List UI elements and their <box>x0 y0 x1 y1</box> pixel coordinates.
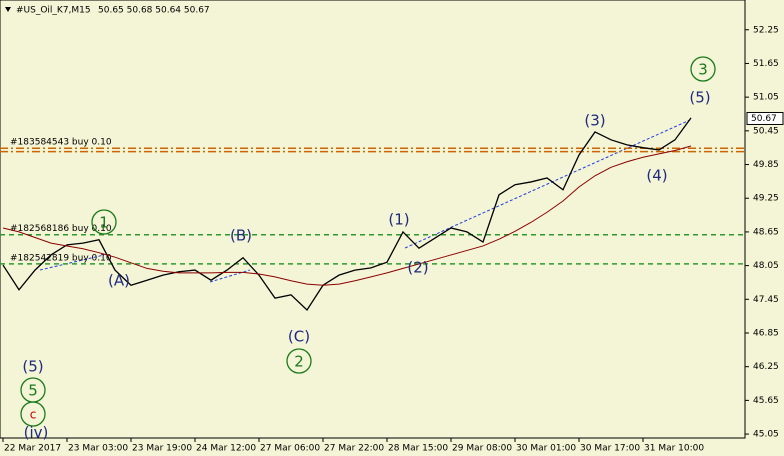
x-tick-label: 24 Mar 12:00 <box>196 444 256 454</box>
price-line <box>2 117 692 311</box>
order-label: #182542819 buy 0.10 <box>10 253 112 263</box>
y-tick-label: 49.25 <box>753 194 779 204</box>
wave-circle <box>286 348 312 374</box>
x-tick-label: 31 Mar 10:00 <box>644 444 704 454</box>
order-label: #182568186 buy 0.10 <box>10 224 112 234</box>
x-tick-label: 22 Mar 2017 <box>4 444 61 454</box>
y-tick-label: 51.65 <box>753 59 779 69</box>
wave-circle <box>91 209 117 235</box>
wave-label: (4) <box>646 167 667 185</box>
y-tick-label: 51.05 <box>753 93 779 103</box>
wave-label: 1 <box>99 214 109 232</box>
x-tick-label: 28 Mar 15:00 <box>388 444 448 454</box>
y-tick-label: 50.45 <box>753 126 779 136</box>
y-tick-label: 52.25 <box>753 25 779 35</box>
channel-line <box>404 119 691 249</box>
x-tick-label: 27 Mar 22:00 <box>324 444 384 454</box>
x-tick-label: 27 Mar 06:00 <box>260 444 320 454</box>
x-tick-label: 30 Mar 01:00 <box>516 444 576 454</box>
y-tick-label: 47.45 <box>753 295 779 305</box>
wave-label: (5) <box>22 358 43 376</box>
wave-circle <box>20 401 46 427</box>
x-tick-label: 30 Mar 17:00 <box>580 444 640 454</box>
last-price-label: 50.67 <box>751 114 777 124</box>
plot-area <box>0 0 746 439</box>
wave-label: 5 <box>28 382 38 400</box>
wave-label: (iv) <box>24 424 49 442</box>
channel-line <box>39 254 105 271</box>
wave-label: 2 <box>294 353 304 371</box>
y-tick-label: 45.65 <box>753 396 779 406</box>
order-label: #183584543 buy 0.10 <box>10 138 112 148</box>
x-tick-label: 29 Mar 08:00 <box>452 444 512 454</box>
x-tick-label: 23 Mar 03:00 <box>68 444 128 454</box>
ohlc: 50.65 50.68 50.64 50.67 <box>98 6 210 16</box>
price-line <box>2 145 692 286</box>
wave-label: 3 <box>698 61 708 79</box>
channel-line <box>209 269 251 283</box>
y-tick-label: 46.25 <box>753 362 779 372</box>
chart-title: #US_Oil_K7,M15 <box>16 6 91 16</box>
wave-label: (5) <box>689 89 710 107</box>
y-tick-label: 46.85 <box>753 328 779 338</box>
wave-label: (1) <box>388 211 409 229</box>
last-price-box <box>746 111 784 125</box>
wave-label: (B) <box>230 227 252 245</box>
x-tick-label: 23 Mar 19:00 <box>132 444 192 454</box>
wave-label: c <box>30 408 37 422</box>
menu-triangle <box>5 7 11 12</box>
y-tick-label: 48.05 <box>753 261 779 271</box>
wave-circle <box>690 56 716 82</box>
y-tick-label: 49.85 <box>753 160 779 170</box>
y-tick-label: 45.05 <box>753 430 779 440</box>
wave-label: (C) <box>288 328 310 346</box>
y-tick-label: 48.65 <box>753 227 779 237</box>
wave-label: (3) <box>584 112 605 130</box>
wave-label: (2) <box>407 259 428 277</box>
wave-label: (A) <box>108 272 130 290</box>
